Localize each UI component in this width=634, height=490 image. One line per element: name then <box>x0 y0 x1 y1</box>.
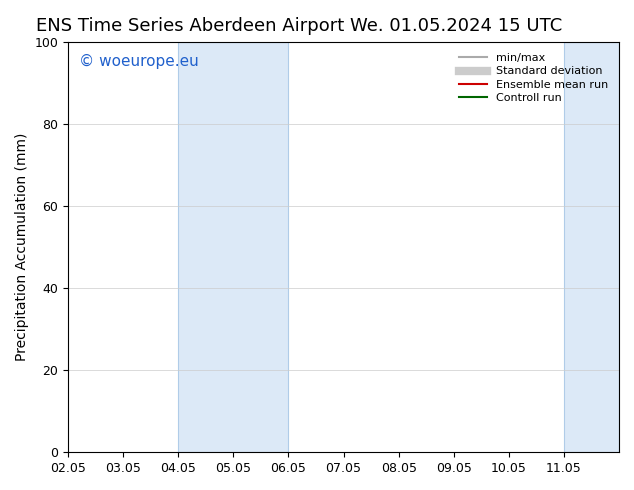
Bar <box>178 42 288 452</box>
Legend: min/max, Standard deviation, Ensemble mean run, Controll run: min/max, Standard deviation, Ensemble me… <box>453 48 614 109</box>
Text: © woeurope.eu: © woeurope.eu <box>79 54 199 70</box>
Text: We. 01.05.2024 15 UTC: We. 01.05.2024 15 UTC <box>351 17 562 35</box>
Text: ENS Time Series Aberdeen Airport: ENS Time Series Aberdeen Airport <box>36 17 344 35</box>
Y-axis label: Precipitation Accumulation (mm): Precipitation Accumulation (mm) <box>15 133 29 361</box>
Bar <box>564 42 619 452</box>
